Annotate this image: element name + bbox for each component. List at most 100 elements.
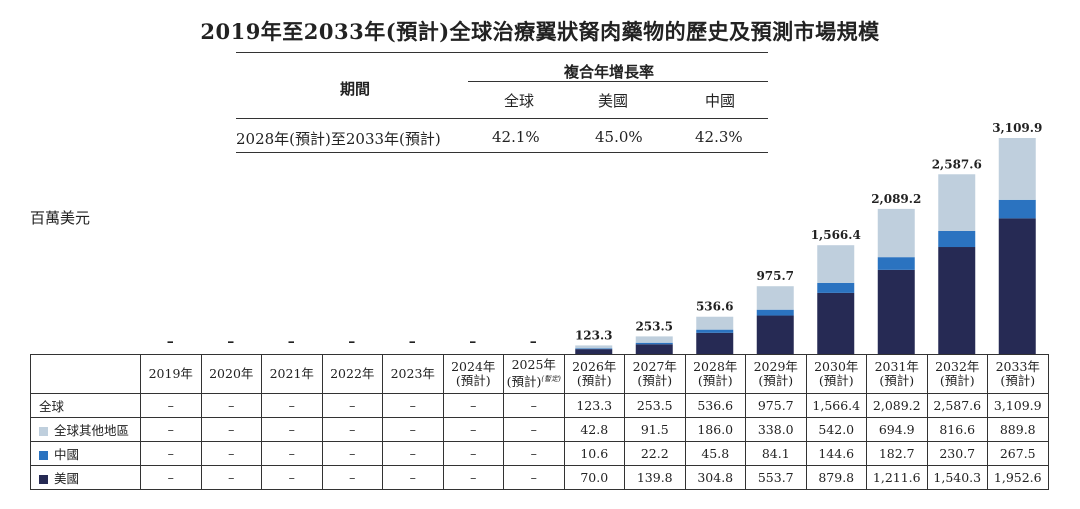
table-cell: 536.6: [684, 393, 746, 418]
total-label: –: [469, 334, 476, 350]
table-cell: –: [261, 417, 323, 442]
table-cell: –: [200, 441, 262, 466]
total-label: 536.6: [696, 300, 734, 314]
table-cell: 267.5: [987, 441, 1049, 466]
table-cell: 2,587.6: [926, 393, 988, 418]
table-corner: [30, 354, 141, 394]
bar-segment: [696, 329, 734, 333]
cagr-sub-rule: [468, 81, 768, 82]
cagr-period-value: 2028年(預計)至2033年(預計): [236, 130, 441, 148]
table-cell: –: [321, 465, 383, 490]
total-label: 2,587.6: [932, 157, 982, 171]
chart-title: 2019年至2033年(預計)全球治療翼狀胬肉藥物的歷史及預測市場規模: [200, 19, 880, 44]
table-cell: 42.8: [563, 417, 625, 442]
cagr-col-global: 全球: [504, 92, 535, 110]
table-cell: 2,089.2: [866, 393, 928, 418]
table-cell: –: [200, 393, 262, 418]
total-label: –: [530, 334, 537, 350]
bar-segment: [877, 208, 915, 258]
cagr-value-china: 42.3%: [695, 128, 743, 146]
total-label: –: [288, 334, 295, 350]
table-cell: –: [503, 393, 565, 418]
year-header-line: (預計): [818, 373, 854, 388]
bar-segment: [575, 348, 613, 350]
table-cell: 91.5: [624, 417, 686, 442]
table-row: 全球 – – – – – – –123.3 253.5 536.6 975.7 1,566.4 2,08…: [30, 393, 1049, 418]
year-header-line: 2025年: [511, 357, 556, 373]
table-cell: –: [503, 441, 565, 466]
data-table: 2019年 2020年 2021年 2022年 2023年 2024年 (預計) 2025年(…: [30, 354, 1049, 490]
table-cell: –: [442, 441, 504, 466]
year-header-line: 2033年: [995, 359, 1040, 374]
table-cell: –: [382, 417, 444, 442]
table-year-header: 2032年 (預計): [926, 354, 988, 394]
table-row-label: 中國: [30, 441, 141, 466]
table-year-header: 2024年 (預計): [442, 354, 504, 394]
table-row: 美國 – – – – – – –70.0 139.8 304.8 553.7 879.8 1,211.6…: [30, 465, 1049, 490]
row-label-text: 中國: [54, 447, 80, 462]
bar-segment: [635, 344, 673, 354]
year-header-line: 2030年: [814, 359, 859, 374]
bar-segment: [696, 316, 734, 330]
table-year-header: 2025年 (預計)(暫定): [503, 354, 565, 394]
table-cell: 182.7: [866, 441, 928, 466]
year-header-line: 2023年: [390, 366, 435, 381]
total-label: 253.5: [635, 319, 673, 333]
table-year-header: 2031年 (預計): [866, 354, 928, 394]
year-header-line: (預計): [697, 373, 733, 388]
year-header-line: (預計): [758, 373, 794, 388]
table-cell: –: [382, 441, 444, 466]
table-cell: –: [321, 393, 383, 418]
table-cell: 22.2: [624, 441, 686, 466]
year-header-line: 2029年: [753, 359, 798, 374]
table-cell: 10.6: [563, 441, 625, 466]
year-header-line: 2028年: [693, 359, 738, 374]
table-cell: –: [261, 393, 323, 418]
table-year-header: 2020年: [200, 354, 262, 394]
table-cell: –: [140, 393, 202, 418]
bar-segment: [998, 218, 1036, 354]
table-year-header: 2026年 (預計): [563, 354, 625, 394]
year-header-line: 2031年: [874, 359, 919, 374]
table-cell: –: [382, 393, 444, 418]
year-header-line: 2026年: [572, 359, 617, 374]
table-cell: 338.0: [745, 417, 807, 442]
table-cell: 45.8: [684, 441, 746, 466]
table-cell: –: [442, 417, 504, 442]
year-header-line: (預計): [637, 373, 673, 388]
cagr-value-usa: 45.0%: [595, 128, 643, 146]
table-year-header: 2027年 (預計): [624, 354, 686, 394]
table-cell: 1,540.3: [926, 465, 988, 490]
table-cell: 139.8: [624, 465, 686, 490]
table-cell: –: [140, 465, 202, 490]
table-header-row: 2019年 2020年 2021年 2022年 2023年 2024年 (預計) 2025年(…: [30, 354, 1049, 394]
bar-segment: [756, 286, 794, 310]
bar-segment: [938, 174, 976, 231]
year-header-line: (預計): [939, 373, 975, 388]
table-year-header: 2030年 (預計): [805, 354, 867, 394]
table-cell: 879.8: [805, 465, 867, 490]
table-cell: 816.6: [926, 417, 988, 442]
table-cell: 1,952.6: [987, 465, 1049, 490]
bar-segment: [817, 292, 855, 354]
legend-swatch: [39, 475, 48, 484]
legend-swatch: [39, 427, 48, 436]
bar-segment: [575, 349, 613, 354]
table-cell: 144.6: [805, 441, 867, 466]
table-row-label: 全球: [30, 393, 141, 418]
year-header-line: 2022年: [330, 366, 375, 381]
total-label: –: [167, 334, 174, 350]
bar-segment: [696, 332, 734, 354]
bar-segment: [998, 199, 1036, 219]
legend-swatch: [39, 451, 48, 460]
table-cell: 553.7: [745, 465, 807, 490]
cagr-bottom-rule: [236, 152, 768, 153]
table-cell: 84.1: [745, 441, 807, 466]
table-cell: 253.5: [624, 393, 686, 418]
bar-segment: [938, 230, 976, 248]
year-header-line: 2020年: [209, 366, 254, 381]
total-label: –: [227, 334, 234, 350]
cagr-col-china: 中國: [705, 92, 736, 110]
table-cell: –: [200, 417, 262, 442]
